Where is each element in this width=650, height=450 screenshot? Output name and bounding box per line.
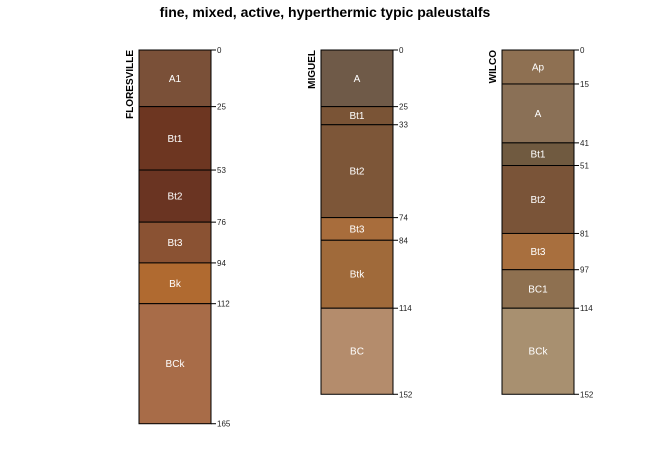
depth-label: 51 [580,162,589,171]
horizon-label: Ap [532,62,545,73]
horizon-bck [138,303,212,425]
chart-title: fine, mixed, active, hyperthermic typic … [159,4,491,20]
depth-label: 53 [217,166,226,175]
horizon-label: Bt2 [167,192,182,203]
horizon-bc1 [501,269,575,309]
horizon-bt3 [501,232,575,271]
horizon-ap [501,49,575,85]
horizon-label: BCk [529,347,549,358]
profile-miguel: A Bt1 Bt2 Bt3 Btk BC 0 25 33 74 84 114 152 MIGUEL [307,46,413,399]
horizon-label: BC1 [528,284,548,295]
depth-label: 165 [217,420,231,429]
profile-wilco: Ap A Bt1 Bt2 Bt3 BC1 BCk 0 15 41 51 81 97 114 152 WILCO [488,46,594,399]
depth-label: 41 [580,139,589,148]
depth-label: 25 [399,103,408,112]
depth-label: 97 [580,266,589,275]
depth-label: 25 [217,103,226,112]
depth-label: 76 [217,218,226,227]
horizon-bk [138,262,212,305]
horizon-label: Bt1 [530,150,545,161]
horizon-bc [320,307,394,395]
horizon-bt2 [320,124,394,219]
depth-label: 84 [399,236,408,245]
horizon-label: BC [350,347,364,358]
horizon-label: Btk [350,270,365,281]
horizon-label: Bt1 [167,134,182,145]
profile-name: MIGUEL [307,50,318,89]
depth-label: 15 [580,80,589,89]
horizon-label: Bt1 [349,111,364,122]
depth-label: 0 [399,46,404,55]
horizon-label: A [354,74,361,85]
horizon-btk [320,239,394,309]
horizon-label: A1 [169,74,182,85]
depth-label: 0 [217,46,222,55]
depth-label: 94 [217,259,226,268]
depth-label: 0 [580,46,585,55]
horizon-a [501,83,575,144]
depth-label: 33 [399,121,408,130]
horizon-bt3 [138,221,212,264]
depth-label: 74 [399,214,408,223]
profile-name: WILCO [488,50,499,84]
depth-label: 112 [217,300,230,309]
depth-label: 152 [580,390,594,399]
horizon-bt2 [138,169,212,223]
horizon-label: BCk [166,359,186,370]
depth-label: 114 [580,304,593,313]
depth-label: 81 [580,229,589,238]
horizon-label: Bk [169,279,182,290]
horizon-bt2 [501,165,575,234]
horizon-bck [501,307,575,395]
horizon-a1 [138,49,212,108]
horizon-label: A [535,109,542,120]
horizon-label: Bt2 [530,195,545,206]
depth-label: 152 [399,390,413,399]
profile-name: FLORESVILLE [125,50,136,119]
depth-label: 114 [399,304,412,313]
horizon-label: Bt3 [530,247,545,258]
horizon-label: Bt3 [349,224,364,235]
horizon-label: Bt2 [349,167,364,178]
horizon-label: Bt3 [167,238,182,249]
profile-floresville: A1 Bt1 Bt2 Bt3 Bk BCk 0 25 53 76 94 112 165 FLORESVIL… [125,46,231,429]
